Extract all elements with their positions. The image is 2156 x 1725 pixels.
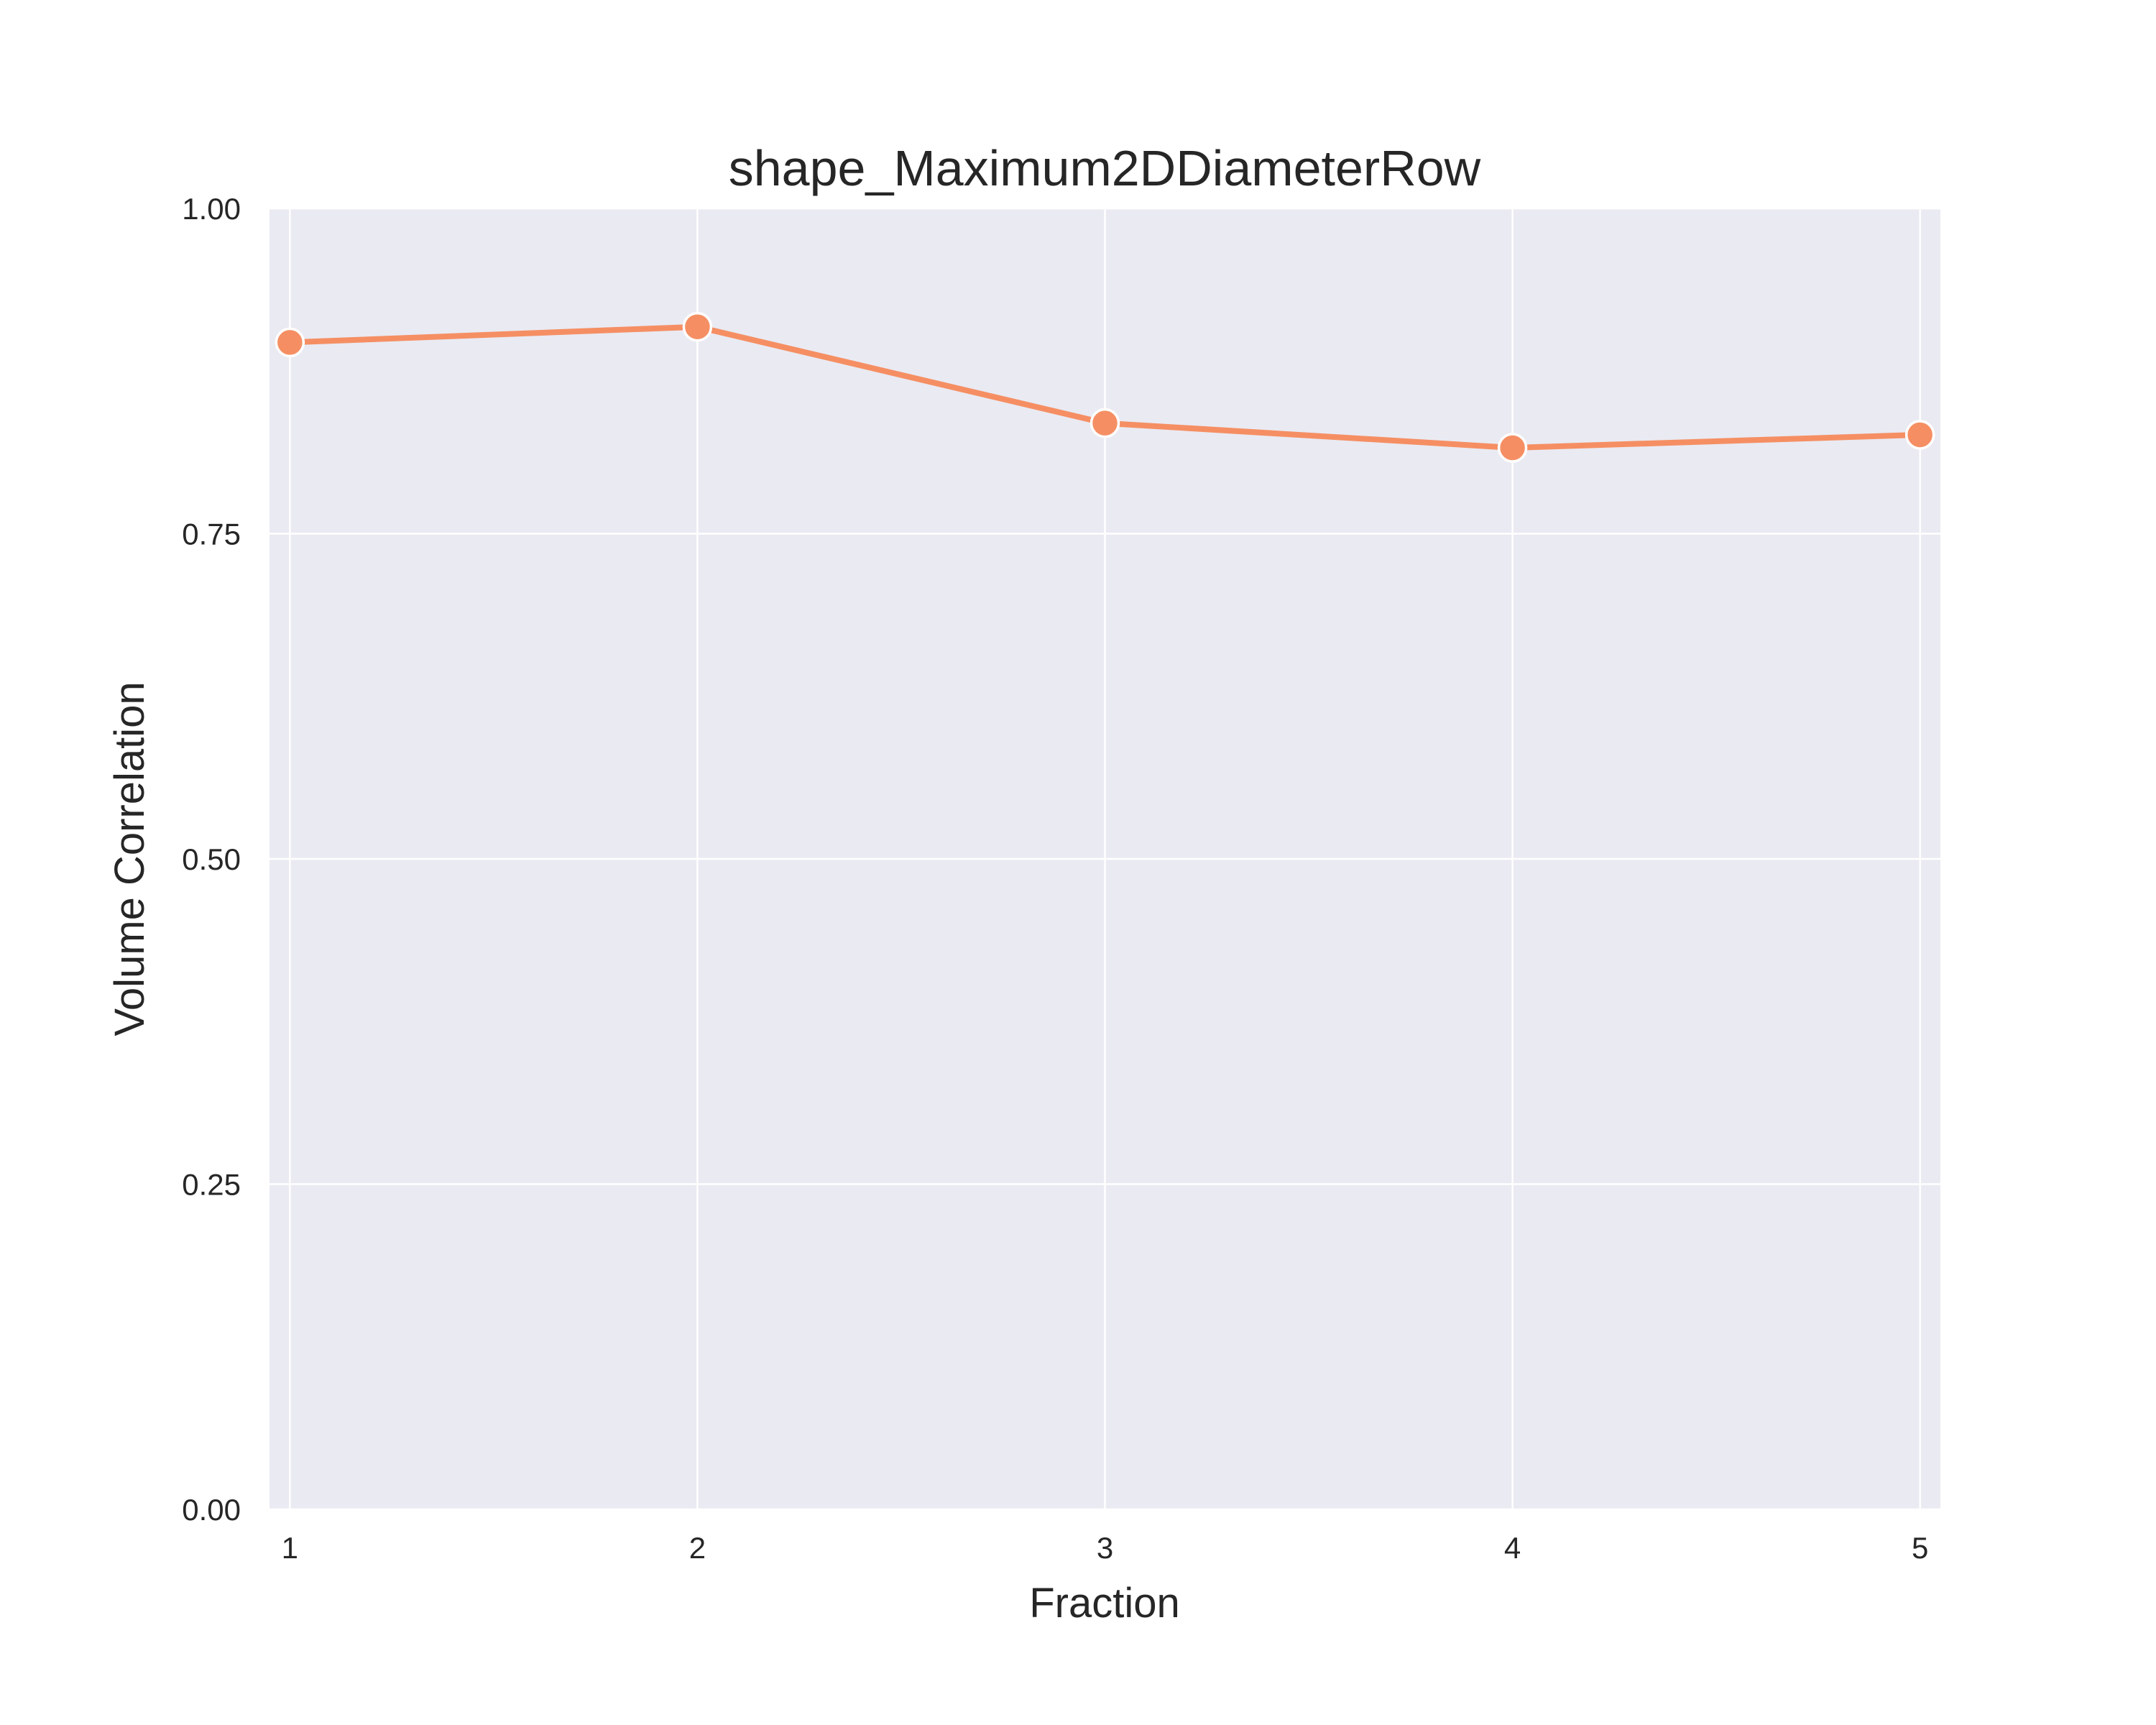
y-tick-label: 0.25 — [182, 1168, 241, 1202]
x-tick-label: 3 — [1097, 1531, 1113, 1565]
x-tick-label: 5 — [1912, 1531, 1928, 1565]
y-axis-label: Volume Correlation — [106, 681, 153, 1036]
chart-title: shape_Maximum2DDiameterRow — [729, 140, 1481, 196]
x-axis-label: Fraction — [1029, 1580, 1180, 1627]
y-tick-label: 0.75 — [182, 518, 241, 551]
tick-layer: 0.00 0.25 0.50 0.75 1.00 1 2 3 4 5 — [182, 192, 1928, 1565]
y-tick-label: 0.50 — [182, 842, 241, 876]
data-point — [1089, 408, 1120, 438]
x-tick-label: 2 — [689, 1531, 706, 1565]
x-tick-label: 1 — [282, 1531, 298, 1565]
data-point — [682, 311, 713, 342]
data-point — [1497, 433, 1528, 463]
data-point — [275, 327, 305, 358]
x-tick-label: 4 — [1504, 1531, 1521, 1565]
grid-layer — [270, 207, 1940, 1511]
y-tick-label: 1.00 — [182, 192, 241, 226]
series-layer — [275, 311, 1935, 463]
y-tick-label: 0.00 — [182, 1493, 241, 1527]
data-point — [1904, 420, 1935, 450]
